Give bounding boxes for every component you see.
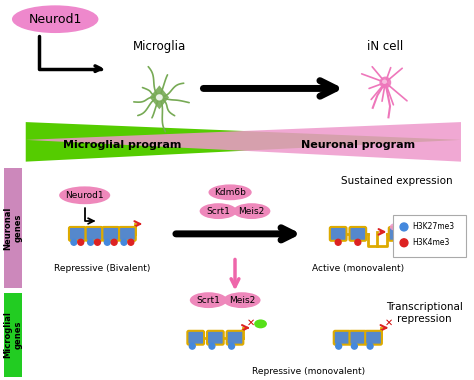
Ellipse shape: [155, 93, 164, 101]
Circle shape: [367, 343, 373, 349]
Circle shape: [128, 239, 134, 245]
Text: Scrt1: Scrt1: [206, 207, 230, 215]
FancyBboxPatch shape: [102, 227, 119, 241]
Ellipse shape: [200, 203, 237, 219]
Text: Scrt1: Scrt1: [197, 296, 220, 305]
Text: iN cell: iN cell: [367, 40, 403, 54]
Text: Meis2: Meis2: [229, 296, 255, 305]
Circle shape: [400, 223, 408, 231]
FancyBboxPatch shape: [86, 227, 102, 241]
Ellipse shape: [398, 226, 409, 234]
Text: Transcriptional
repression: Transcriptional repression: [386, 302, 463, 324]
Text: Repressive (monovalent): Repressive (monovalent): [252, 367, 365, 377]
FancyBboxPatch shape: [207, 331, 224, 345]
Ellipse shape: [233, 203, 270, 219]
Circle shape: [121, 239, 127, 245]
Text: Microglial program: Microglial program: [63, 140, 181, 150]
Circle shape: [94, 239, 100, 245]
Polygon shape: [26, 122, 461, 162]
Circle shape: [394, 239, 400, 245]
Circle shape: [209, 343, 215, 349]
FancyBboxPatch shape: [393, 215, 466, 256]
Text: Repressive (Bivalent): Repressive (Bivalent): [54, 264, 151, 272]
Circle shape: [355, 239, 361, 245]
Text: Neurod1: Neurod1: [65, 191, 104, 200]
Text: Sustained expression: Sustained expression: [341, 176, 453, 187]
Text: Microglia: Microglia: [133, 40, 186, 54]
Text: Neuronal program: Neuronal program: [301, 140, 415, 150]
Ellipse shape: [12, 5, 99, 33]
FancyBboxPatch shape: [4, 293, 22, 377]
Ellipse shape: [59, 186, 110, 204]
Text: Meis2: Meis2: [238, 207, 265, 215]
Text: Neurod1: Neurod1: [28, 13, 82, 26]
Circle shape: [111, 239, 117, 245]
FancyBboxPatch shape: [349, 331, 366, 345]
Ellipse shape: [379, 77, 391, 89]
Circle shape: [351, 343, 357, 349]
Circle shape: [336, 343, 342, 349]
Circle shape: [400, 239, 408, 247]
Polygon shape: [150, 86, 169, 109]
FancyBboxPatch shape: [4, 168, 22, 288]
Ellipse shape: [382, 79, 387, 84]
Ellipse shape: [223, 292, 261, 308]
Ellipse shape: [209, 184, 252, 200]
Text: Kdm6b: Kdm6b: [214, 188, 246, 197]
Circle shape: [88, 239, 93, 245]
Circle shape: [335, 239, 341, 245]
FancyBboxPatch shape: [365, 331, 382, 345]
Text: H3K4me3: H3K4me3: [412, 238, 449, 247]
Text: Neuronal
genes: Neuronal genes: [3, 206, 23, 250]
Text: Microglial
genes: Microglial genes: [3, 311, 23, 358]
Text: ✕: ✕: [385, 318, 393, 328]
FancyBboxPatch shape: [227, 331, 243, 345]
Circle shape: [189, 343, 195, 349]
FancyBboxPatch shape: [349, 227, 366, 241]
FancyBboxPatch shape: [389, 227, 405, 241]
FancyBboxPatch shape: [187, 331, 204, 345]
FancyBboxPatch shape: [69, 227, 86, 241]
Polygon shape: [26, 122, 461, 162]
Circle shape: [104, 239, 110, 245]
Ellipse shape: [390, 223, 401, 231]
Circle shape: [228, 343, 235, 349]
Text: H3K27me3: H3K27me3: [412, 222, 454, 231]
Circle shape: [78, 239, 84, 245]
FancyBboxPatch shape: [119, 227, 136, 241]
Circle shape: [71, 239, 77, 245]
Ellipse shape: [190, 292, 227, 308]
FancyBboxPatch shape: [334, 331, 350, 345]
FancyBboxPatch shape: [330, 227, 346, 241]
Ellipse shape: [254, 320, 267, 328]
Text: Active (monovalent): Active (monovalent): [312, 264, 404, 272]
Text: ✕: ✕: [246, 318, 255, 328]
